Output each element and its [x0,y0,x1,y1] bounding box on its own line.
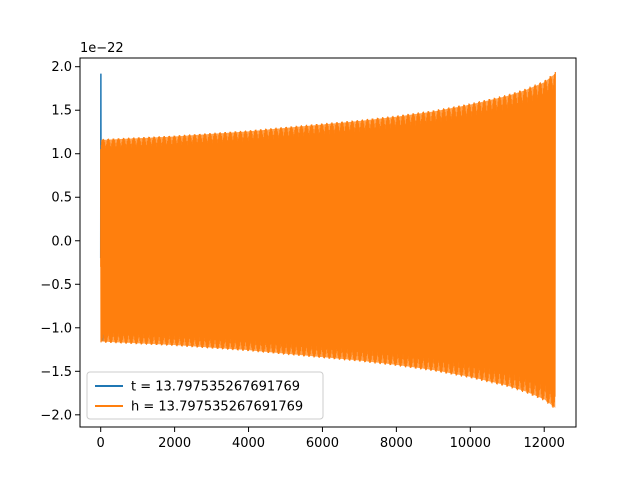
x-tick-label: 10000 [450,436,491,451]
legend: t = 13.797535267691769 h = 13.79753526769… [86,371,324,420]
x-tick-label: 8000 [380,436,413,451]
y-axis-scale-label: 1e−22 [80,41,124,56]
x-tick-label: 4000 [232,436,265,451]
x-tick-label: 6000 [306,436,339,451]
axes-frame [79,57,577,428]
legend-label-h: h = 13.797535267691769 [131,400,303,415]
plot-clipped [99,71,556,408]
y-tick-label: 0.5 [51,191,72,206]
x-axis: 0 2000 4000 6000 8000 10000 12000 [97,427,565,451]
x-tick-label: 12000 [524,436,565,451]
x-tick-label: 2000 [158,436,191,451]
x-tick-label: 0 [97,436,105,451]
y-tick-label: −2.0 [40,408,72,423]
y-tick-label: 1.5 [51,104,72,119]
series-fill-h [100,73,556,408]
plot-area [99,71,556,408]
y-tick-label: −0.5 [40,278,72,293]
y-axis: 2.0 1.5 1.0 0.5 0.0 −0.5 −1.0 −1.5 −2.0 [40,60,80,423]
legend-label-t: t = 13.797535267691769 [131,380,300,395]
y-tick-label: 2.0 [51,60,72,75]
y-tick-label: −1.0 [40,321,72,336]
y-tick-label: −1.5 [40,365,72,380]
axes-border [79,57,577,428]
legend-box [86,371,324,420]
y-tick-label: 1.0 [51,147,72,162]
y-tick-label: 0.0 [51,234,72,249]
